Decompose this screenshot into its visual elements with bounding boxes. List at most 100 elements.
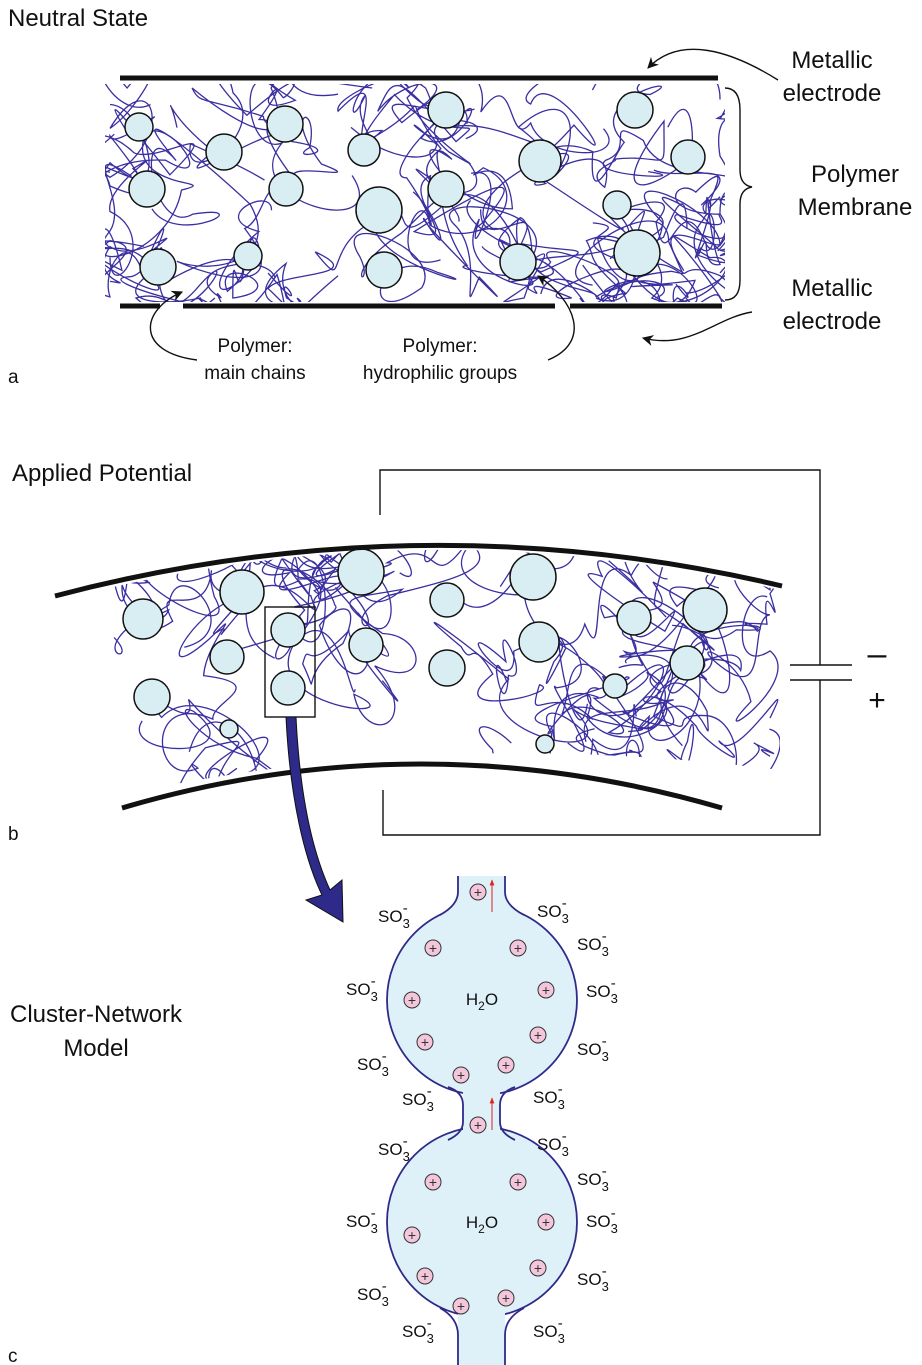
text: SO xyxy=(402,1322,427,1341)
hydrophilic-group xyxy=(210,640,244,674)
text: - xyxy=(371,973,376,990)
text: - xyxy=(562,895,567,912)
text: SO xyxy=(537,902,562,921)
text: 3 xyxy=(558,1097,565,1112)
polymer-chain xyxy=(171,106,338,180)
hydrophilic-group xyxy=(500,244,536,280)
text: SO xyxy=(346,1212,371,1231)
cation-sign: + xyxy=(408,992,416,1008)
label: Membrane xyxy=(798,194,913,221)
text: - xyxy=(371,1205,376,1222)
hydrophilic-group xyxy=(271,613,305,647)
cation-sign: + xyxy=(474,1117,482,1133)
sulfonate-label: SO3- xyxy=(577,1263,609,1294)
label: main chains xyxy=(204,363,305,384)
sulfonate-label: SO3- xyxy=(533,1315,565,1346)
text: SO xyxy=(537,1135,562,1154)
text: O xyxy=(485,990,498,1009)
text: 3 xyxy=(371,989,378,1004)
sulfonate-label: SO3- xyxy=(402,1315,434,1346)
text: H xyxy=(466,990,478,1009)
text: SO xyxy=(577,1040,602,1059)
cation-sign: + xyxy=(421,1268,429,1284)
text: 3 xyxy=(558,1331,565,1346)
hydrophilic-group xyxy=(428,171,464,207)
text: - xyxy=(382,1048,387,1065)
hydrophilic-group xyxy=(536,735,554,753)
polymer-chains xyxy=(76,54,755,339)
text: 3 xyxy=(382,1294,389,1309)
text: 3 xyxy=(611,991,618,1006)
polarity: – xyxy=(868,635,887,673)
hydrophilic-group xyxy=(338,549,384,595)
hydrophilic-group xyxy=(670,646,704,680)
hydrophilic-group xyxy=(519,140,561,182)
text: SO xyxy=(378,1140,403,1159)
hydrophilic-group xyxy=(617,92,653,128)
text: 3 xyxy=(403,916,410,931)
hydrophilic-group xyxy=(356,187,402,233)
text: 3 xyxy=(611,1221,618,1236)
text: 3 xyxy=(403,1149,410,1164)
panel-letter: c xyxy=(8,1346,18,1365)
text: SO xyxy=(357,1055,382,1074)
text: - xyxy=(427,1083,432,1100)
hydrophilic-group xyxy=(429,650,465,686)
sulfonate-label: SO3- xyxy=(346,1205,378,1236)
text: 3 xyxy=(602,1279,609,1294)
text: - xyxy=(602,1033,607,1050)
label: Polymer xyxy=(811,161,899,188)
sulfonate-label: SO3- xyxy=(533,1081,565,1112)
panel-letter: a xyxy=(8,367,19,388)
cation-sign: + xyxy=(421,1034,429,1050)
hydrophilic-group xyxy=(519,622,559,662)
hydrophilic-group xyxy=(220,570,264,614)
text: 3 xyxy=(602,1179,609,1194)
text: 3 xyxy=(562,1144,569,1159)
sulfonate-label: SO3- xyxy=(586,975,618,1006)
sulfonate-label: SO3- xyxy=(346,973,378,1004)
text: SO xyxy=(533,1088,558,1107)
brace xyxy=(725,88,752,300)
text: SO xyxy=(577,1170,602,1189)
hydrophilic-group xyxy=(129,171,165,207)
label: hydrophilic groups xyxy=(363,363,517,384)
hydrophilic-group xyxy=(140,249,176,285)
hydrophilic-group xyxy=(271,671,305,705)
text: 3 xyxy=(427,1331,434,1346)
electrode xyxy=(122,764,722,808)
cation-sign: + xyxy=(429,940,437,956)
text: - xyxy=(403,900,408,917)
arrow xyxy=(150,292,197,360)
arrow xyxy=(648,49,778,80)
hydrophilic-group xyxy=(206,134,242,170)
sulfonate-label: SO3- xyxy=(378,1133,410,1164)
cation-sign: + xyxy=(457,1298,465,1314)
text: SO xyxy=(346,980,371,999)
hydrophilic-group xyxy=(366,252,402,288)
text: 3 xyxy=(382,1064,389,1079)
text: O xyxy=(485,1213,498,1232)
hydrophilic-group xyxy=(348,134,380,166)
text: - xyxy=(403,1133,408,1150)
hydrophilic-group xyxy=(671,140,705,174)
cation-sign: + xyxy=(542,1214,550,1230)
hydrophilic-group xyxy=(603,191,631,219)
hydrophilic-group xyxy=(349,628,383,662)
text: - xyxy=(602,1163,607,1180)
label: Polymer: xyxy=(403,336,478,357)
panel-letter: b xyxy=(8,824,19,845)
hydrophilic-group xyxy=(617,601,651,635)
sulfonate-label: SO3- xyxy=(357,1278,389,1309)
hydrophilic-group xyxy=(603,674,627,698)
text: - xyxy=(602,928,607,945)
label: Metallic xyxy=(791,275,872,302)
hydrophilic-group xyxy=(220,720,238,738)
cation-sign: + xyxy=(429,1174,437,1190)
panel-a-title: Neutral State xyxy=(8,5,148,32)
panel-c-title: Cluster-Network xyxy=(10,1001,183,1028)
cation-sign: + xyxy=(457,1067,465,1083)
cation-sign: + xyxy=(502,1057,510,1073)
text: - xyxy=(562,1128,567,1145)
text: 3 xyxy=(602,944,609,959)
